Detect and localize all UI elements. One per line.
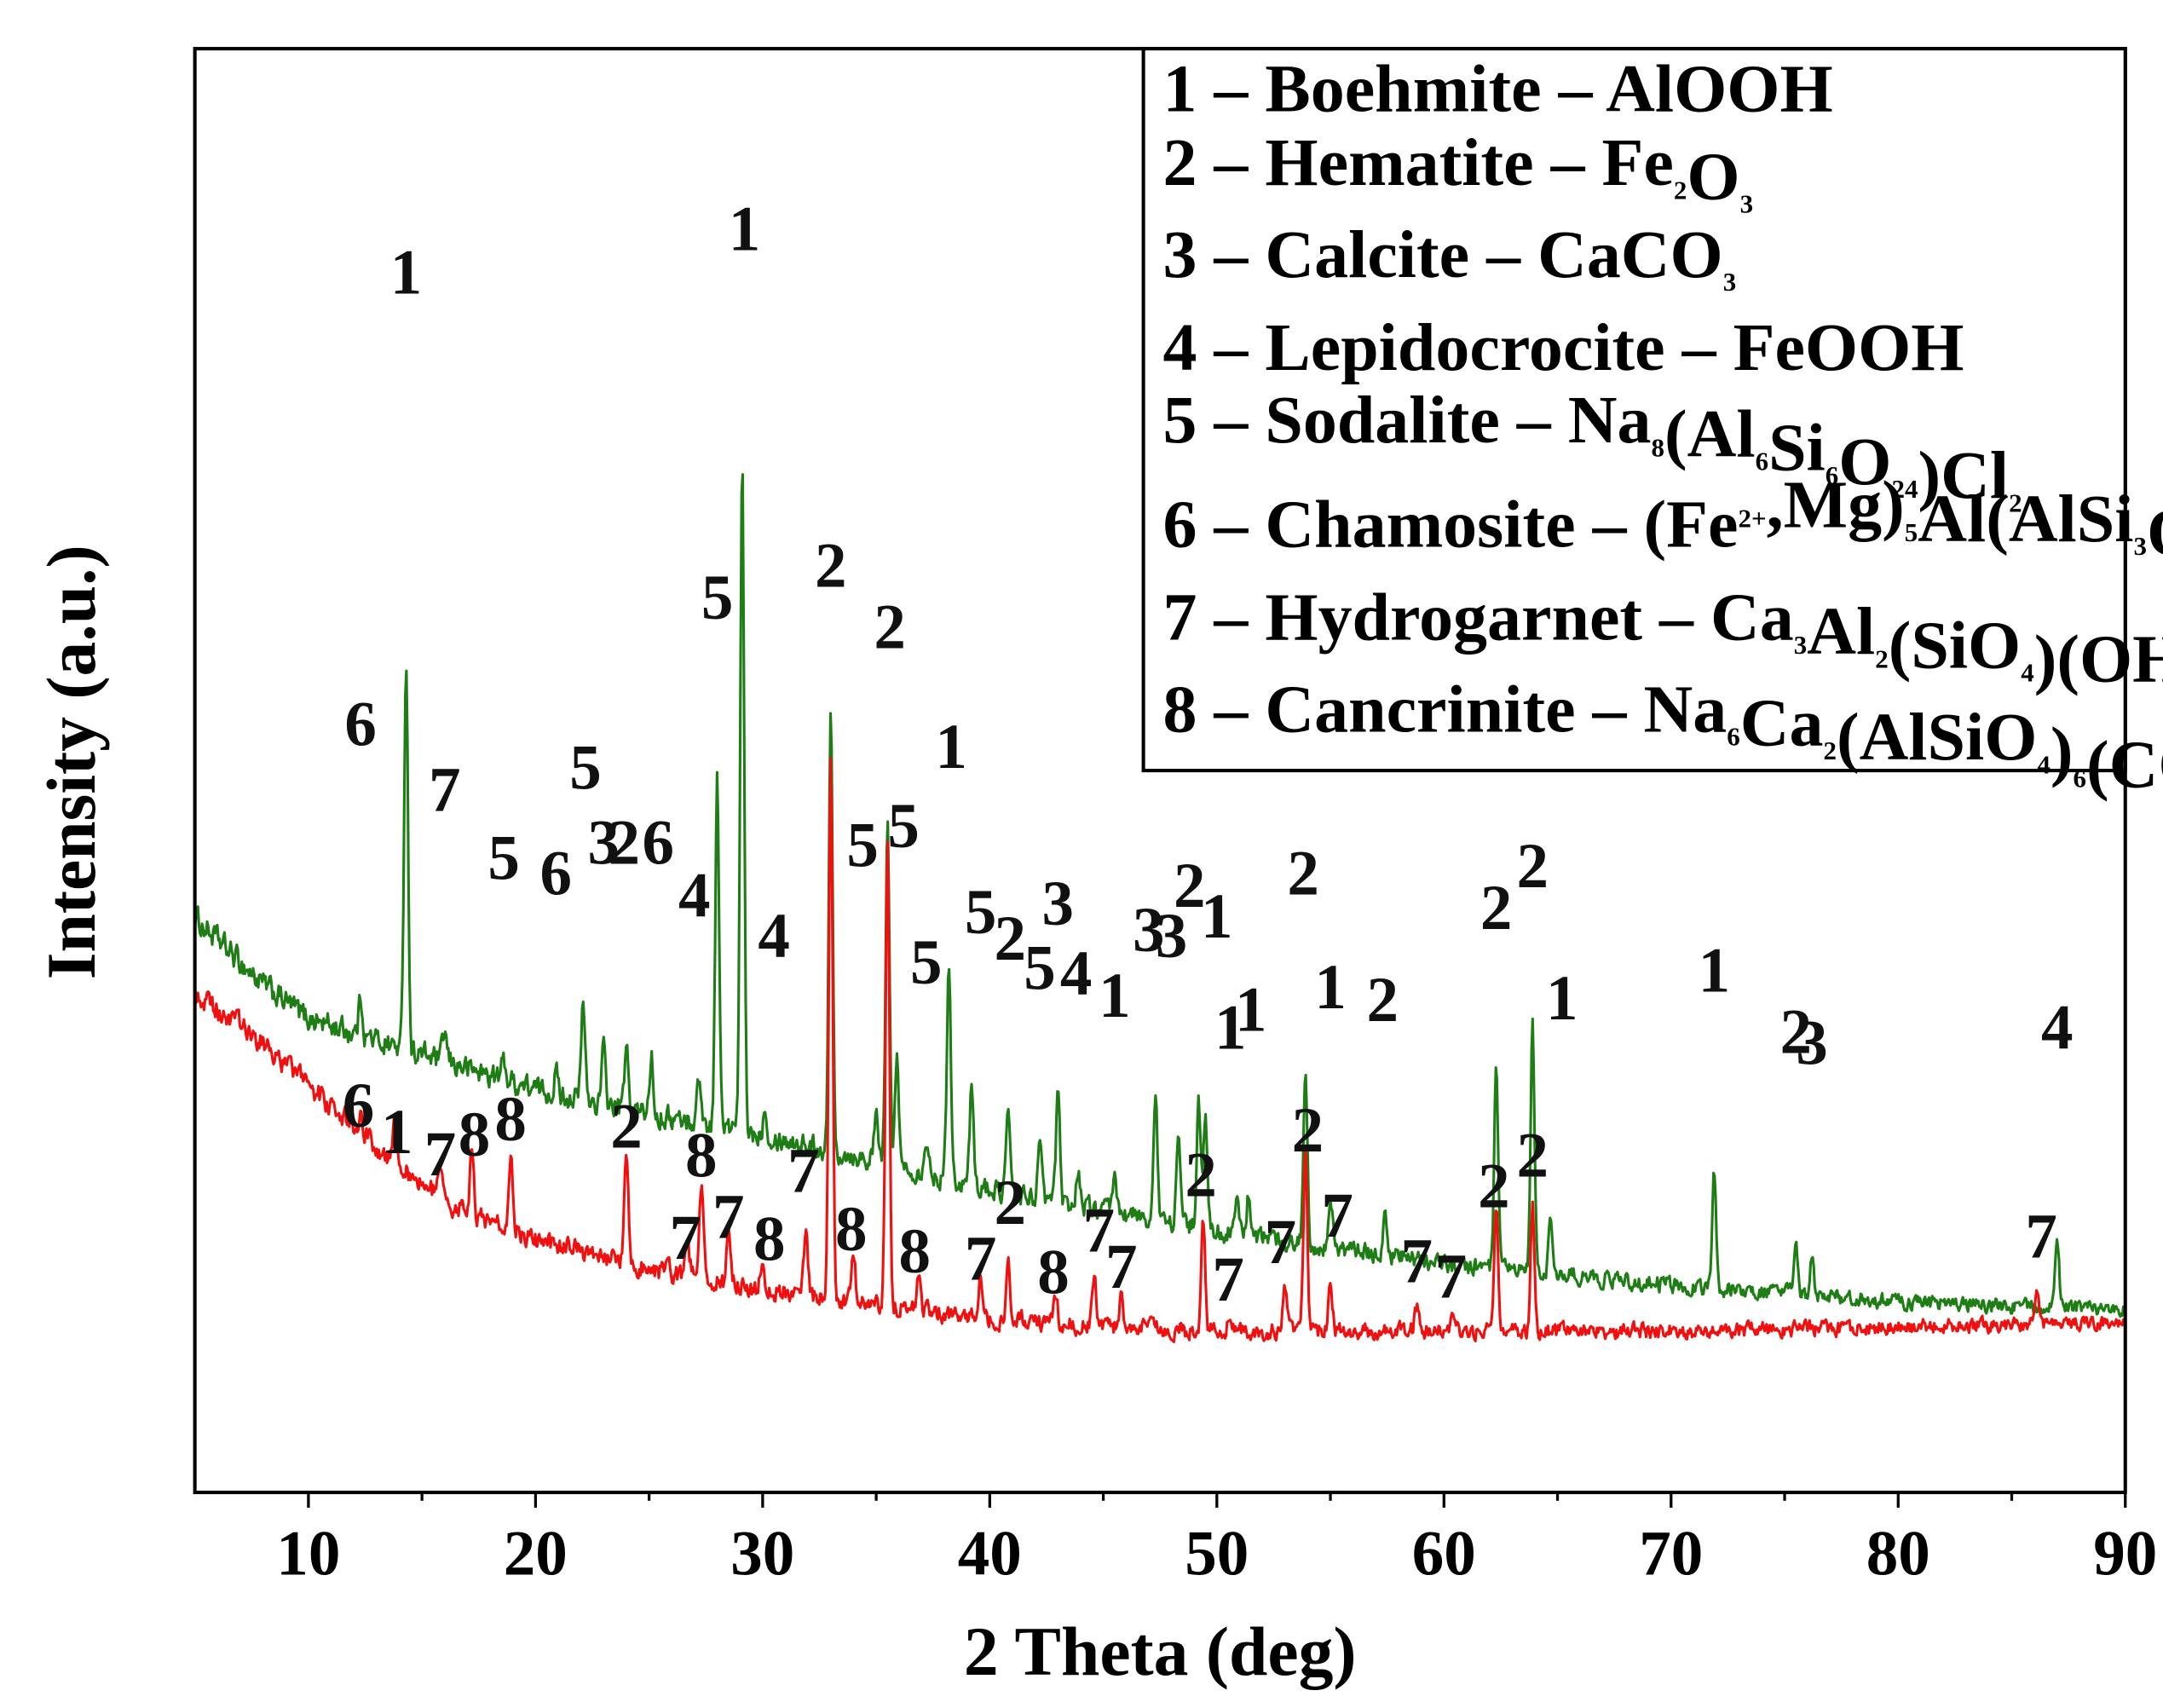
peak-label-red: 8 — [1037, 1238, 1070, 1308]
peak-label-green: 4 — [758, 901, 790, 972]
peak-label-green: 2 — [1367, 965, 1399, 1036]
series-line-red — [194, 757, 2126, 1343]
peak-label-green: 1 — [1235, 974, 1267, 1045]
peak-label-green: 2 — [1174, 851, 1206, 921]
x-tick-label: 20 — [504, 1518, 568, 1589]
peak-label-green: 5 — [1024, 932, 1056, 1003]
legend-entry: 3 – Calcite – CaCO3 — [1162, 217, 1736, 297]
peak-label-red: 7 — [787, 1136, 820, 1207]
peak-label-red: 8 — [753, 1204, 786, 1275]
peak-label-green: 6 — [344, 690, 377, 760]
peak-label-red: 2 — [1292, 1095, 1324, 1166]
legend-box — [1141, 47, 2127, 773]
peak-label-green: 4 — [1060, 938, 1093, 1009]
peak-label-green: 6 — [540, 838, 573, 909]
peak-label-green: 1 — [1546, 963, 1578, 1034]
peak-label-red: 7 — [1401, 1226, 1433, 1297]
legend-entry: 8 – Cancrinite – Na6Ca2(AlSiO4)6(CO3)2 — [1162, 672, 2163, 821]
legend-entry: 5 – Sodalite – Na8(Al6Si6O24)Cl2 — [1162, 383, 2022, 518]
peak-label-green: 1 — [390, 237, 423, 308]
series-group — [194, 473, 2126, 1343]
peak-label-red: 7 — [424, 1119, 457, 1190]
peak-label-red: 7 — [669, 1203, 701, 1273]
peak-label-green: 5 — [569, 732, 602, 803]
peak-label-red: 6 — [343, 1070, 375, 1141]
peak-label-red: 7 — [1435, 1242, 1468, 1313]
peak-label-green: 2 — [815, 531, 847, 602]
peak-label-green: 1 — [1099, 961, 1131, 1031]
peak-label-green: 2 — [1780, 996, 1813, 1067]
x-tick-label: 40 — [958, 1518, 1022, 1589]
x-tick-label: 30 — [730, 1518, 794, 1589]
peak-label-green: 5 — [487, 822, 520, 893]
peak-label-green: 1 — [1214, 992, 1247, 1063]
peak-label-green: 4 — [678, 860, 711, 931]
peak-label-red: 7 — [1212, 1244, 1244, 1315]
x-tick-label: 70 — [1639, 1518, 1703, 1589]
x-tick-label: 90 — [2093, 1518, 2157, 1589]
peak-label-green: 3 — [1133, 895, 1165, 966]
peak-label-green: 3 — [1156, 901, 1188, 972]
peak-label-green: 3 — [1041, 868, 1074, 939]
peak-label-green: 5 — [910, 927, 943, 998]
peak-label-red: 2 — [610, 1091, 643, 1162]
peak-label-red: 8 — [835, 1194, 868, 1265]
peak-label-red: 2 — [1185, 1140, 1217, 1210]
peak-label-green: 1 — [729, 194, 761, 265]
peak-label-green: 5 — [965, 877, 997, 948]
peak-label-green: 1 — [1699, 936, 1731, 1007]
peak-label-red: 2 — [1516, 1121, 1549, 1192]
peak-label-green: 2 — [874, 591, 906, 662]
legend-entry: 4 – Lepidocrocite – FeOOH — [1162, 310, 1964, 385]
peak-label-green: 3 — [1796, 1007, 1828, 1078]
legend-entry: 1 – Boehmite – AlOOH — [1162, 52, 1832, 127]
peak-label-red: 8 — [899, 1216, 932, 1287]
x-tick-label: 60 — [1412, 1518, 1476, 1589]
peak-label-red: 7 — [2025, 1201, 2057, 1272]
peak-label-green: 4 — [2041, 992, 2074, 1063]
peak-label-red: 8 — [494, 1084, 527, 1155]
peak-label-green: 3 — [588, 807, 620, 878]
legend-entry: 6 – Chamosite – (Fe2+,Mg)5Al(AlSi3O10)(O… — [1162, 467, 2163, 588]
peak-label-green: 1 — [1314, 952, 1347, 1023]
peak-label-red: 7 — [1082, 1196, 1115, 1267]
peak-label-green: 7 — [429, 754, 461, 825]
peak-label-green: 5 — [887, 791, 920, 862]
legend-entry: 7 – Hydrogarnet – Ca3Al2(SiO4)(OH)8 — [1162, 580, 2163, 701]
legend-entry: 2 – Hematite – Fe2O3 — [1162, 125, 1753, 219]
peak-label-green: 5 — [846, 811, 879, 881]
y-axis-label: Intensity (a.u.) — [32, 545, 110, 979]
x-axis-label: 2 Theta (deg) — [964, 1613, 1357, 1690]
x-tick-label: 80 — [1866, 1518, 1930, 1589]
peak-label-green: 6 — [642, 807, 674, 878]
series-line-green — [194, 473, 2126, 1319]
peak-label-red: 7 — [1105, 1232, 1138, 1302]
x-tick-label: 50 — [1185, 1518, 1249, 1589]
x-tick-label: 10 — [276, 1518, 340, 1589]
peak-label-red: 7 — [1321, 1180, 1353, 1251]
peak-label-red: 1 — [381, 1097, 413, 1168]
peak-label-green: 2 — [1480, 873, 1513, 943]
peak-label-green: 2 — [1287, 838, 1319, 909]
peak-label-red: 7 — [965, 1223, 997, 1294]
peak-label-red: 8 — [685, 1121, 718, 1192]
peak-label-green: 2 — [1516, 831, 1549, 902]
peak-label-red: 2 — [995, 1168, 1027, 1238]
peak-label-green: 1 — [1201, 881, 1233, 952]
x-axis-ticks: 10 20 30 40 50 60 70 80 90 — [276, 1492, 2157, 1589]
peak-label-red: 2 — [1478, 1151, 1510, 1222]
peak-label-red: 7 — [1265, 1207, 1297, 1278]
peak-label-green: 2 — [995, 903, 1027, 974]
peak-label-green: 1 — [935, 712, 967, 782]
peak-label-green: 5 — [701, 563, 734, 633]
peak-label-green: 2 — [608, 807, 640, 878]
peak-label-red: 7 — [712, 1181, 745, 1252]
peak-label-red: 8 — [459, 1099, 491, 1170]
